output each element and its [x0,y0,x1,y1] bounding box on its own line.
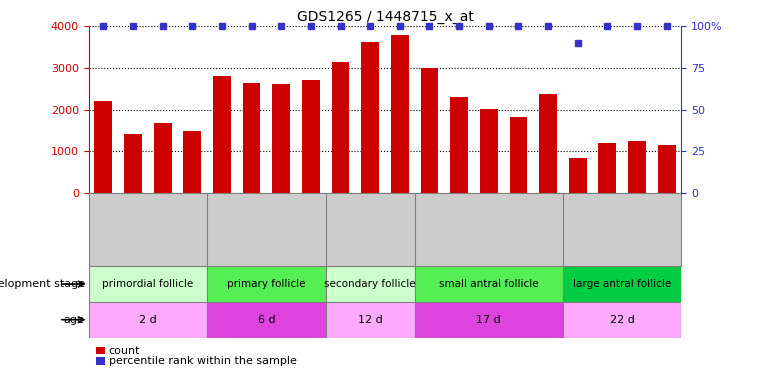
Bar [539,94,557,193]
Bar [326,302,415,338]
Bar [450,97,468,193]
Title: GDS1265 / 1448715_x_at: GDS1265 / 1448715_x_at [296,10,474,24]
Bar [480,109,497,193]
Text: 22 d: 22 d [610,315,634,325]
Bar [183,131,201,193]
Text: primary follicle: primary follicle [227,279,306,289]
Text: large antral follicle: large antral follicle [573,279,671,289]
Bar [243,82,260,193]
Text: 2 d: 2 d [139,315,157,325]
Bar [598,143,616,193]
Text: small antral follicle: small antral follicle [439,279,538,289]
Bar [415,302,563,338]
Text: development stage: development stage [0,279,85,289]
Bar [89,266,207,302]
Bar [415,266,563,302]
Bar [213,76,231,193]
Text: primordial follicle: primordial follicle [102,279,193,289]
Bar [89,302,207,338]
Bar [154,123,172,193]
Text: percentile rank within the sample: percentile rank within the sample [109,356,296,366]
Bar [628,141,646,193]
Bar [326,266,415,302]
Text: age: age [64,315,85,325]
Text: count: count [109,346,140,355]
Bar [569,158,587,193]
Bar [95,101,112,193]
Bar [207,302,326,338]
Text: 17 d: 17 d [477,315,501,325]
Text: secondary follicle: secondary follicle [324,279,416,289]
Bar [563,302,681,338]
Bar [510,117,527,193]
Bar [273,84,290,193]
Bar [563,266,681,302]
Bar [124,134,142,193]
Bar [207,266,326,302]
Bar [391,35,409,193]
Bar [302,80,320,193]
Text: 12 d: 12 d [358,315,383,325]
Bar [658,145,675,193]
Bar [361,42,379,193]
Bar [332,62,350,193]
Bar [420,68,438,193]
Text: 6 d: 6 d [258,315,275,325]
